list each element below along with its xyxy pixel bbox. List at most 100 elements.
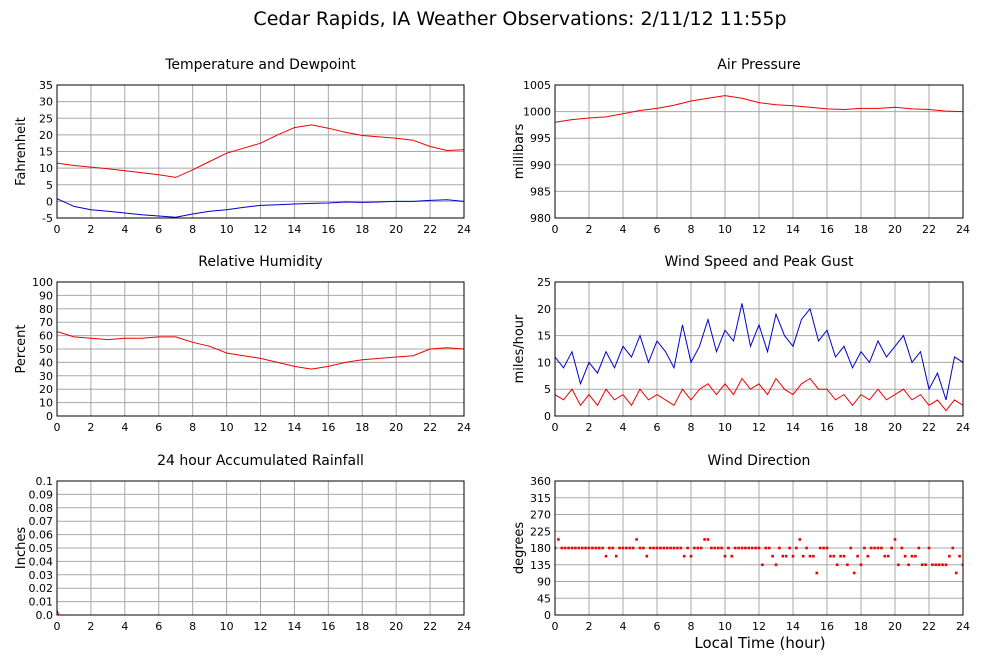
x-tick-label: 8 <box>688 620 695 633</box>
y-tick-label: 0 <box>544 410 551 423</box>
data-point <box>584 546 587 550</box>
y-tick-label: 0.06 <box>29 529 54 542</box>
data-point <box>941 563 944 567</box>
x-tick-label: 6 <box>155 223 162 236</box>
data-point <box>574 546 577 550</box>
data-point <box>958 554 961 558</box>
x-tick-label: 22 <box>423 620 437 633</box>
y-tick-label: 80 <box>39 303 53 316</box>
series-line-0 <box>57 124 464 178</box>
x-tick-label: 14 <box>786 620 800 633</box>
data-point <box>747 546 751 550</box>
data-point <box>774 563 778 567</box>
y-tick-label: 985 <box>530 185 551 198</box>
x-tick-label: 20 <box>888 223 902 236</box>
data-point <box>638 546 642 550</box>
x-tick-label: 20 <box>389 421 403 434</box>
data-point <box>662 546 666 550</box>
y-tick-label: -5 <box>42 212 53 225</box>
y-tick-label: 15 <box>39 146 53 159</box>
data-point <box>560 546 564 550</box>
plot-frame <box>554 281 964 417</box>
y-tick-label: 0.04 <box>29 555 54 568</box>
x-tick-label: 16 <box>321 620 335 633</box>
y-tick-label: 135 <box>530 559 551 572</box>
data-point <box>563 546 567 550</box>
y-tick-label: 1000 <box>523 106 551 119</box>
y-axis-label: Percent <box>14 325 29 374</box>
data-point <box>635 538 638 541</box>
data-point <box>890 546 893 550</box>
data-point <box>771 554 774 558</box>
x-tick-label: 6 <box>654 223 661 236</box>
data-point <box>621 546 625 550</box>
data-point <box>873 546 876 550</box>
x-tick-label: 14 <box>786 223 800 236</box>
x-tick-label: 12 <box>752 421 766 434</box>
y-tick-label: 60 <box>39 330 53 343</box>
x-tick-label: 10 <box>220 223 234 236</box>
data-point <box>914 554 917 558</box>
x-tick-label: 6 <box>155 421 162 434</box>
x-tick-label: 14 <box>287 223 301 236</box>
data-point <box>852 571 856 575</box>
data-point <box>764 546 768 550</box>
x-tick-label: 12 <box>752 620 766 633</box>
x-tick-label: 16 <box>321 223 335 236</box>
x-tick-label: 14 <box>786 421 800 434</box>
data-point <box>886 554 890 558</box>
y-axis-label: degrees <box>512 522 527 575</box>
data-point <box>818 546 822 550</box>
data-point <box>737 546 740 550</box>
series-line-0 <box>57 609 464 615</box>
data-point <box>679 546 683 550</box>
y-axis-label: Inches <box>14 527 29 569</box>
data-point <box>917 546 921 550</box>
y-tick-label: 25 <box>39 112 53 125</box>
data-point <box>767 546 771 550</box>
y-tick-label: 5 <box>544 383 551 396</box>
data-point <box>876 546 880 550</box>
y-tick-label: 35 <box>39 79 53 92</box>
y-tick-label: 180 <box>530 542 551 555</box>
data-point <box>954 571 958 575</box>
y-tick-label: 10 <box>39 397 53 410</box>
series-line-0 <box>555 95 963 123</box>
x-tick-label: 22 <box>922 620 936 633</box>
y-tick-label: 0.05 <box>29 542 54 555</box>
data-point <box>614 554 618 558</box>
data-point <box>791 554 795 558</box>
x-tick-label: 14 <box>287 421 301 434</box>
data-point <box>778 546 781 550</box>
series-line-1 <box>555 377 963 412</box>
x-tick-label: 18 <box>854 223 868 236</box>
data-point <box>645 554 649 558</box>
y-tick-label: 70 <box>39 316 53 329</box>
data-point <box>631 546 635 550</box>
x-tick-label: 10 <box>220 620 234 633</box>
data-point <box>665 546 669 550</box>
y-tick-label: 0.09 <box>29 488 54 501</box>
data-point <box>587 546 591 550</box>
y-tick-label: 15 <box>537 330 551 343</box>
data-point <box>910 554 914 558</box>
y-tick-label: 10 <box>537 356 551 369</box>
x-tick-label: 10 <box>220 421 234 434</box>
x-tick-label: 12 <box>752 223 766 236</box>
series-line-1 <box>57 198 464 218</box>
data-point <box>801 554 805 558</box>
data-point <box>897 563 900 567</box>
data-point <box>703 538 706 541</box>
x-tick-label: 12 <box>254 421 268 434</box>
x-tick-label: 2 <box>586 223 593 236</box>
x-tick-label: 6 <box>155 620 162 633</box>
main-title: Cedar Rapids, IA Weather Observations: 2… <box>253 8 786 30</box>
y-tick-label: 30 <box>39 96 53 109</box>
plot-frame <box>56 84 465 219</box>
data-point <box>863 546 866 550</box>
x-tick-label: 0 <box>552 620 559 633</box>
